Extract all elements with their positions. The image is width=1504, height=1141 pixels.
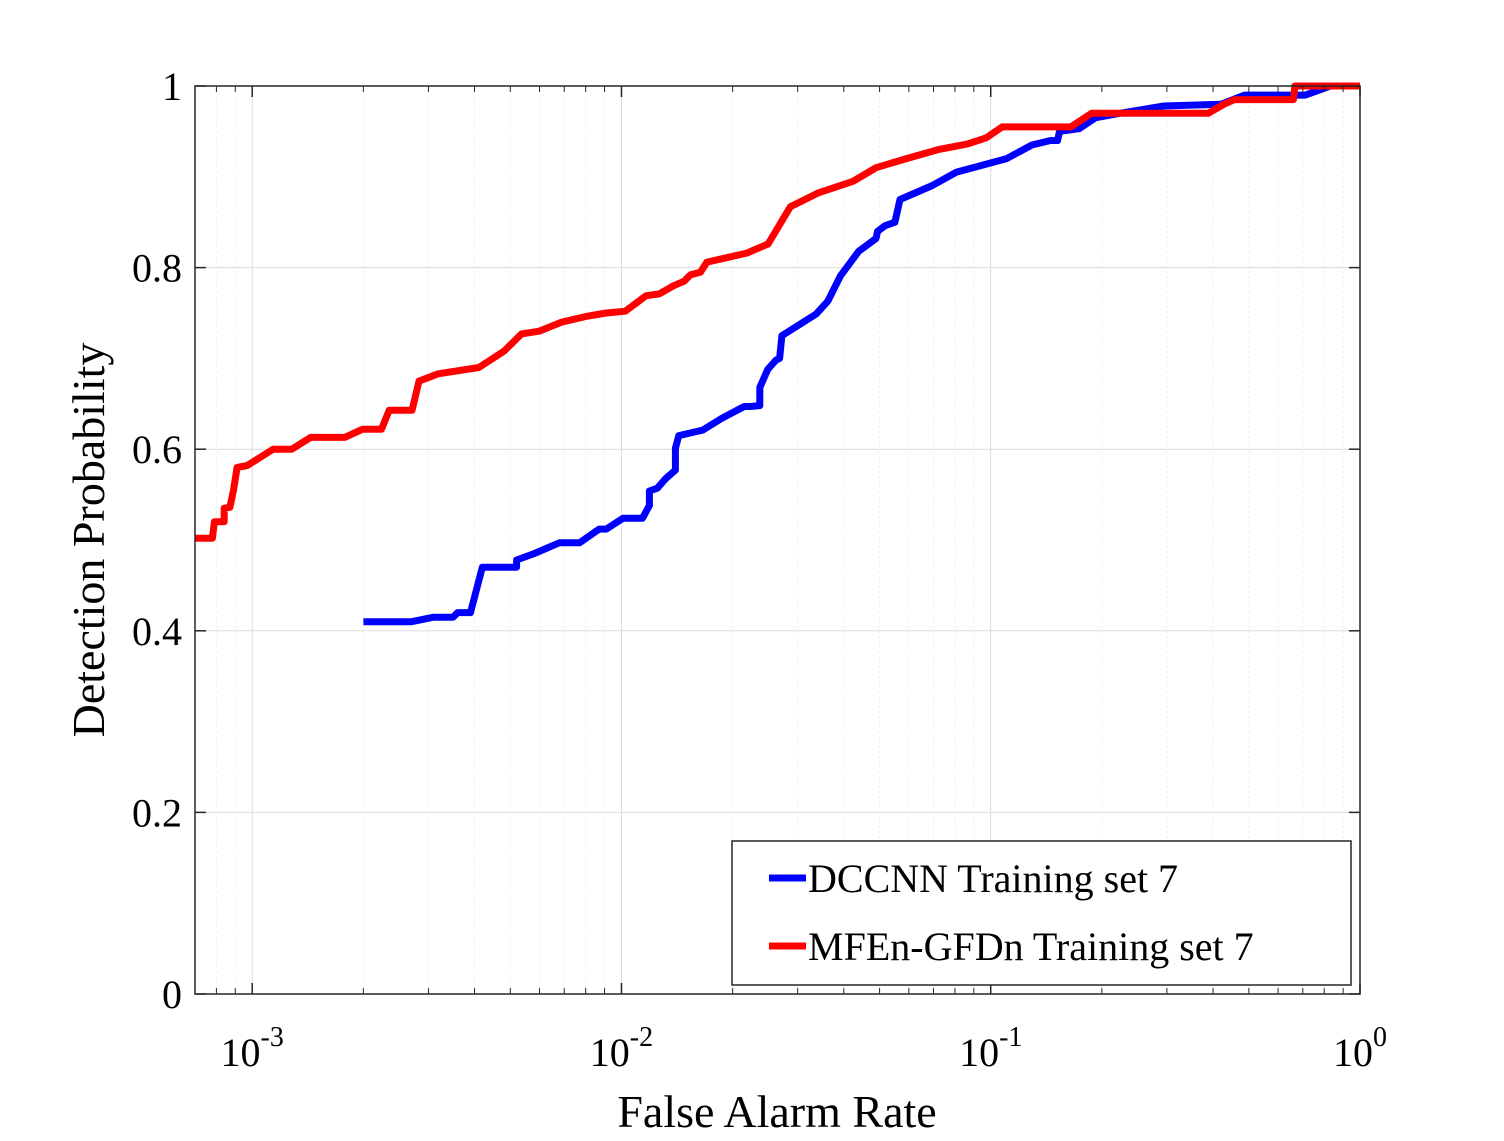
axis-ticks <box>195 85 1361 995</box>
plot-frame <box>194 85 1361 995</box>
legend: DCCNN Training set 7 MFEn-GFDn Training … <box>731 840 1352 986</box>
legend-box <box>731 840 1352 986</box>
x-axis-title: False Alarm Rate <box>617 1086 936 1137</box>
legend-label-mfen-gfdn: MFEn-GFDn Training set 7 <box>808 924 1254 969</box>
legend-label-dccnn: DCCNN Training set 7 <box>808 856 1178 901</box>
x-tick-label: 10-3 <box>221 1022 284 1075</box>
series-line-0 <box>363 82 1360 626</box>
y-tick-label: 1 <box>162 64 182 109</box>
y-tick-label: 0.8 <box>132 246 182 291</box>
y-tick-label: 0.2 <box>132 790 182 835</box>
series-lines <box>195 82 1360 626</box>
y-axis-title: Detection Probability <box>63 343 114 738</box>
y-tick-label: 0.4 <box>132 609 182 654</box>
y-tick-label: 0.6 <box>132 427 182 472</box>
x-tick-label: 100 <box>1333 1022 1387 1075</box>
y-tick-labels: 0 0.2 0.4 0.6 0.8 1 <box>132 64 182 1017</box>
x-tick-labels: 10-3 10-2 10-1 100 <box>221 1022 1387 1075</box>
x-tick-label: 10-2 <box>590 1022 653 1075</box>
x-tick-label: 10-1 <box>959 1022 1022 1075</box>
series-line-1 <box>195 82 1360 542</box>
y-tick-label: 0 <box>162 972 182 1017</box>
